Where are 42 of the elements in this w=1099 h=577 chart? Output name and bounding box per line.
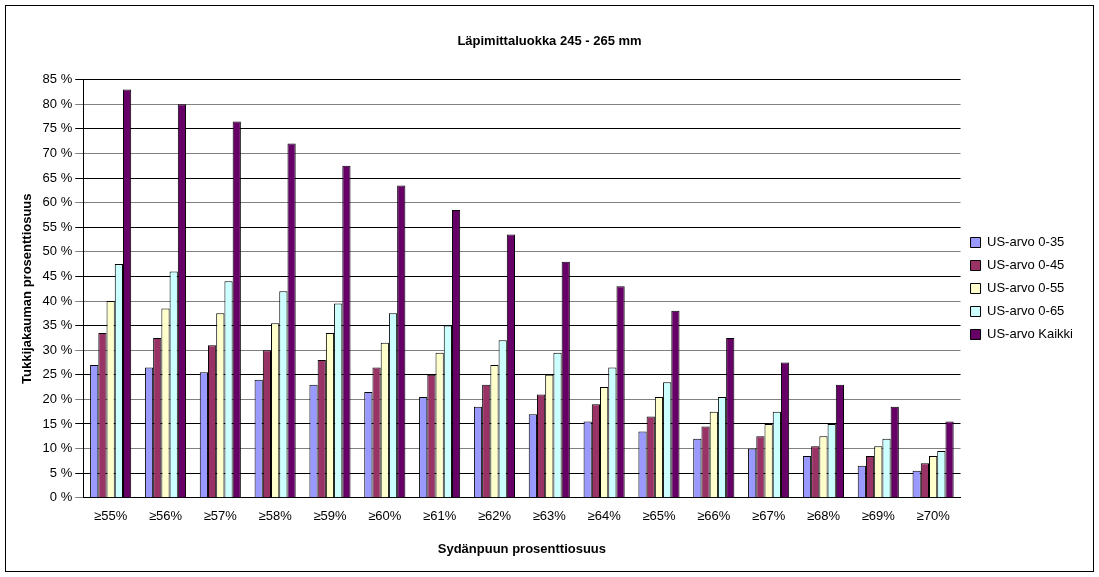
x-tick-label: ≥63% xyxy=(532,508,567,524)
x-tick-label: ≥55% xyxy=(94,508,128,524)
y-axis-title: Tukkijakauman prosenttiosuus xyxy=(19,193,35,384)
legend-label: US-arvo 0-55 xyxy=(987,280,1065,296)
y-tick-label: 60 % xyxy=(42,194,73,210)
x-tick-label: ≥66% xyxy=(697,508,731,524)
y-tick-label: 0 % xyxy=(49,489,73,505)
x-axis-title: Sydänpuun prosenttiosuus xyxy=(437,540,607,556)
y-tick-label: 80 % xyxy=(42,95,73,111)
x-tick-label: ≥57% xyxy=(203,508,238,524)
x-tick-label: ≥70% xyxy=(916,508,951,524)
x-tick-label: ≥59% xyxy=(313,508,347,524)
x-tick-label: ≥68% xyxy=(806,508,841,524)
legend-label: US-arvo 0-35 xyxy=(987,234,1065,250)
chart-title: Läpimittaluokka 245 - 265 mm xyxy=(457,33,642,49)
y-tick-label: 70 % xyxy=(42,144,73,160)
y-tick-label: 85 % xyxy=(42,71,73,87)
x-tick-label: ≥64% xyxy=(587,508,622,524)
y-tick-label: 50 % xyxy=(42,243,73,259)
y-tick-label: 20 % xyxy=(42,390,73,406)
y-tick-label: 25 % xyxy=(42,366,73,382)
x-tick-label: ≥58% xyxy=(258,508,293,524)
x-tick-label: ≥69% xyxy=(861,508,896,524)
y-tick-label: 30 % xyxy=(42,341,73,357)
y-tick-label: 40 % xyxy=(42,292,73,308)
legend-label: US-arvo 0-45 xyxy=(987,257,1065,273)
y-tick-label: 35 % xyxy=(42,317,73,333)
x-tick-label: ≥67% xyxy=(752,508,786,524)
x-tick-label: ≥56% xyxy=(148,508,183,524)
y-tick-label: 55 % xyxy=(42,218,73,234)
x-tick-label: ≥60% xyxy=(368,508,402,524)
y-tick-label: 15 % xyxy=(42,415,73,431)
x-tick-label: ≥61% xyxy=(423,508,457,524)
y-tick-label: 45 % xyxy=(42,267,73,283)
x-tick-label: ≥65% xyxy=(642,508,676,524)
y-tick-label: 5 % xyxy=(49,464,73,480)
legend-label: US-arvo Kaikki xyxy=(987,326,1074,342)
legend-label: US-arvo 0-65 xyxy=(987,303,1065,319)
y-tick-label: 10 % xyxy=(42,440,73,456)
y-tick-label: 65 % xyxy=(42,169,73,185)
y-tick-label: 75 % xyxy=(42,120,73,136)
x-tick-label: ≥62% xyxy=(477,508,512,524)
